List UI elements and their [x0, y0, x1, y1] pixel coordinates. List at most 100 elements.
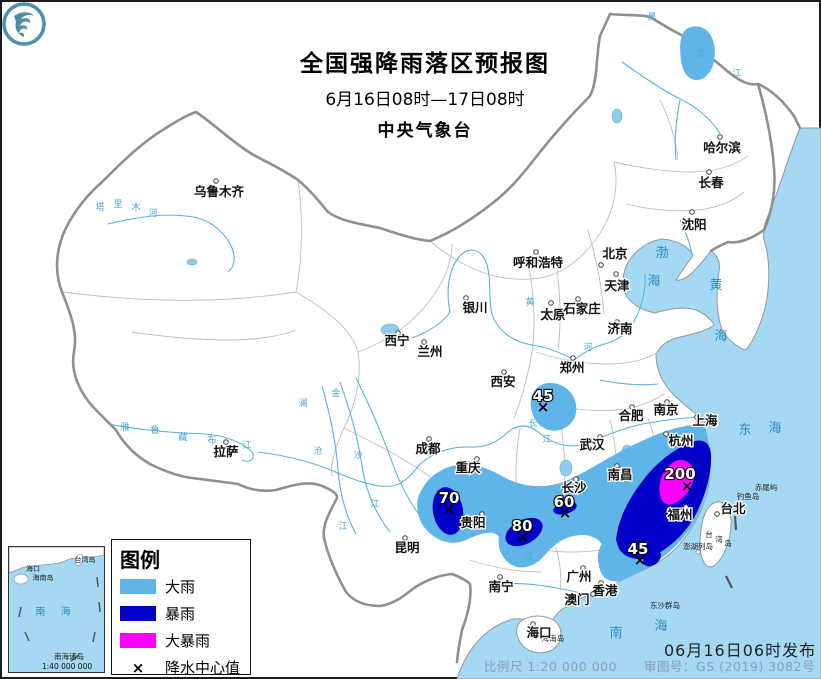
rain-center-x-marker: ×: [517, 528, 530, 546]
rain-center-value: 60: [554, 493, 575, 511]
city-dot: [463, 295, 469, 301]
legend-label: 大雨: [165, 578, 196, 596]
city-dot: [426, 436, 432, 442]
river-name-label: 里: [113, 199, 122, 210]
inset-dash-line: [18, 576, 101, 662]
legend-items: 大雨暴雨大暴雨 × 降水中心值: [120, 573, 250, 679]
city-label: 南宁: [488, 579, 513, 594]
city-dot: [714, 511, 720, 517]
city-label: 济南: [607, 321, 633, 336]
inset-hainan: [13, 573, 29, 585]
river-name-label: 澜: [298, 398, 307, 409]
inset-mainland: [9, 547, 104, 574]
rain-center-markers: 45×70×80×60×200×45×: [437, 386, 696, 569]
city-dot: [597, 434, 603, 440]
river-name-label: 雅: [120, 421, 129, 433]
severe-core-200: [659, 459, 694, 505]
river-name-label: 鲁: [150, 424, 159, 436]
inset-sea-label: 南 海: [35, 605, 76, 618]
rain-center-value: 80: [512, 517, 533, 535]
legend-label: 大暴雨: [165, 632, 211, 650]
river-labels: 塔里木河黑龙江黄河长江江雅 鲁藏布江金沙江澜沧江: [95, 12, 741, 562]
taiwan-island: [699, 501, 732, 568]
south-china-sea-inset: 南 海 海口 海南岛 台湾岛 南海诸岛 1:40 000 000: [8, 546, 105, 673]
inset-label: 台湾岛: [75, 555, 96, 564]
approval-number: 审图号：GS (2019) 3082号: [644, 659, 815, 674]
city-dot: [614, 463, 620, 469]
city-label: 杭州: [668, 433, 693, 448]
storm-core-70: [432, 487, 464, 535]
city-dot: [629, 404, 635, 410]
page-title: 全国强降雨落区预报图: [300, 51, 550, 77]
inset-label: 海口: [26, 564, 40, 573]
legend-box: 图例 大雨 暴雨 大暴雨 × 降水中心值: [111, 539, 251, 677]
issue-time: 06月16日06时发布: [664, 641, 817, 660]
city-label: 长春: [698, 175, 724, 190]
city-label: 呼和浩特: [513, 255, 564, 270]
city-dot: [402, 535, 408, 541]
city-label: 太原: [540, 307, 566, 322]
sea-name-label: 渤: [655, 245, 668, 261]
city-label: 海口: [526, 625, 551, 640]
city-label: 哈尔滨: [703, 140, 741, 155]
rain-center-x-marker: ×: [537, 398, 550, 416]
city-dot: [479, 511, 485, 517]
city-dot: [421, 339, 427, 345]
city-dot: [590, 591, 596, 597]
legend-x-marker: ×: [131, 658, 145, 677]
city-dot: [223, 439, 229, 445]
city-label: 沈阳: [681, 217, 706, 232]
city-label: 成都: [415, 441, 441, 456]
city-label: 天津: [604, 278, 630, 293]
river-name-label: 江: [370, 499, 379, 510]
legend-item: 大暴雨: [120, 627, 250, 654]
river-name-label: 江: [524, 551, 533, 562]
sea-name-label: 海: [647, 274, 660, 289]
legend-swatch: [120, 633, 156, 648]
rain-center-value: 45: [533, 387, 554, 405]
cma-logo: [2, 2, 46, 46]
city-dot: [598, 580, 604, 586]
rain-center-x-marker: ×: [681, 477, 694, 495]
legend-item: 暴雨: [120, 600, 250, 627]
city-label: 广州: [566, 569, 591, 584]
city-label: 贵阳: [460, 515, 485, 530]
city-dot: [663, 431, 669, 437]
river-name-label: 江: [732, 68, 741, 79]
city-label: 台北: [720, 501, 746, 516]
city-label: 香港: [591, 583, 618, 598]
island-name-label: 岛: [724, 538, 732, 548]
map-scale-note: 比例尺 1:20 000 000 审图号：GS (2019) 3082号: [484, 656, 815, 675]
city-label: 合肥: [618, 408, 644, 423]
city-dot: [580, 565, 586, 571]
city-dot: [575, 296, 581, 302]
city-label: 澳门: [564, 592, 589, 607]
legend-label: 暴雨: [165, 605, 196, 623]
legend-label: 降水中心值: [165, 659, 241, 677]
city-dot: [501, 369, 507, 375]
river-name-label: 塔: [95, 201, 104, 213]
river-name-label: 沧: [313, 445, 322, 457]
sea-labels: 渤海 黄海东 海南海: [609, 245, 781, 641]
island-name-label: 东沙群岛: [650, 600, 680, 610]
city-label: 上海: [692, 413, 718, 428]
city-dot: [573, 476, 579, 482]
city-dot: [395, 330, 401, 336]
rain-center-value: 45: [628, 540, 649, 558]
river-name-label: 龙: [696, 47, 705, 59]
city-dot: [598, 262, 604, 268]
city-dot: [689, 209, 695, 215]
river-name-label: 金: [331, 387, 340, 399]
forecast-period: 6月16日08时—17日08时: [325, 90, 525, 110]
city-label: 西安: [490, 374, 515, 389]
city-dot: [706, 169, 712, 175]
city-dot: [497, 574, 503, 580]
city-label: 长沙: [561, 480, 587, 495]
rain-center-value: 70: [439, 489, 460, 507]
sea-name-label: 海: [714, 329, 727, 344]
sea-name-label: 黄: [709, 278, 722, 293]
river-name-label: 江: [338, 521, 347, 532]
